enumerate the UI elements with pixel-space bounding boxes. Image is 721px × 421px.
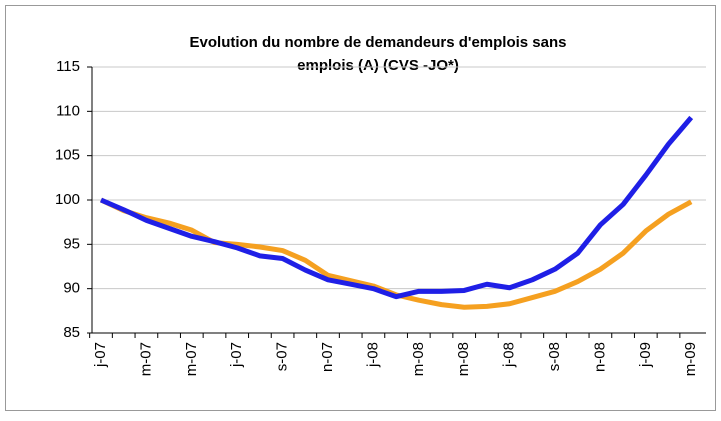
x-tick-label: j-07 — [92, 342, 109, 368]
x-tick-label: m-08 — [455, 342, 472, 376]
x-tick-label: m-08 — [410, 342, 427, 376]
series-line — [100, 115, 694, 300]
x-tick-label: j-09 — [637, 342, 654, 368]
y-tick-label: 95 — [63, 235, 80, 252]
y-tick-label: 115 — [56, 58, 80, 75]
y-tick-label: 85 — [63, 324, 80, 341]
x-tick-label: n-08 — [591, 342, 608, 372]
y-tick-label: 90 — [63, 280, 80, 297]
x-tick-label: n-07 — [319, 342, 336, 372]
x-tick-label: m-07 — [183, 342, 200, 376]
x-tick-label: j-08 — [501, 342, 518, 368]
y-tick-label: 100 — [55, 191, 80, 208]
chart-title: Evolution du nombre de demandeurs d'empl… — [190, 34, 567, 51]
x-tick-label: s-07 — [274, 342, 291, 371]
chart-title: emplois (A) (CVS -JO*) — [297, 57, 459, 74]
y-tick-label: 105 — [55, 147, 80, 164]
y-tick-label: 110 — [56, 102, 80, 119]
x-tick-label: j-08 — [364, 342, 381, 368]
x-tick-label: s-08 — [546, 342, 563, 371]
x-tick-label: j-07 — [228, 342, 245, 368]
x-tick-label: m-07 — [137, 342, 154, 376]
x-tick-label: m-09 — [682, 342, 699, 376]
